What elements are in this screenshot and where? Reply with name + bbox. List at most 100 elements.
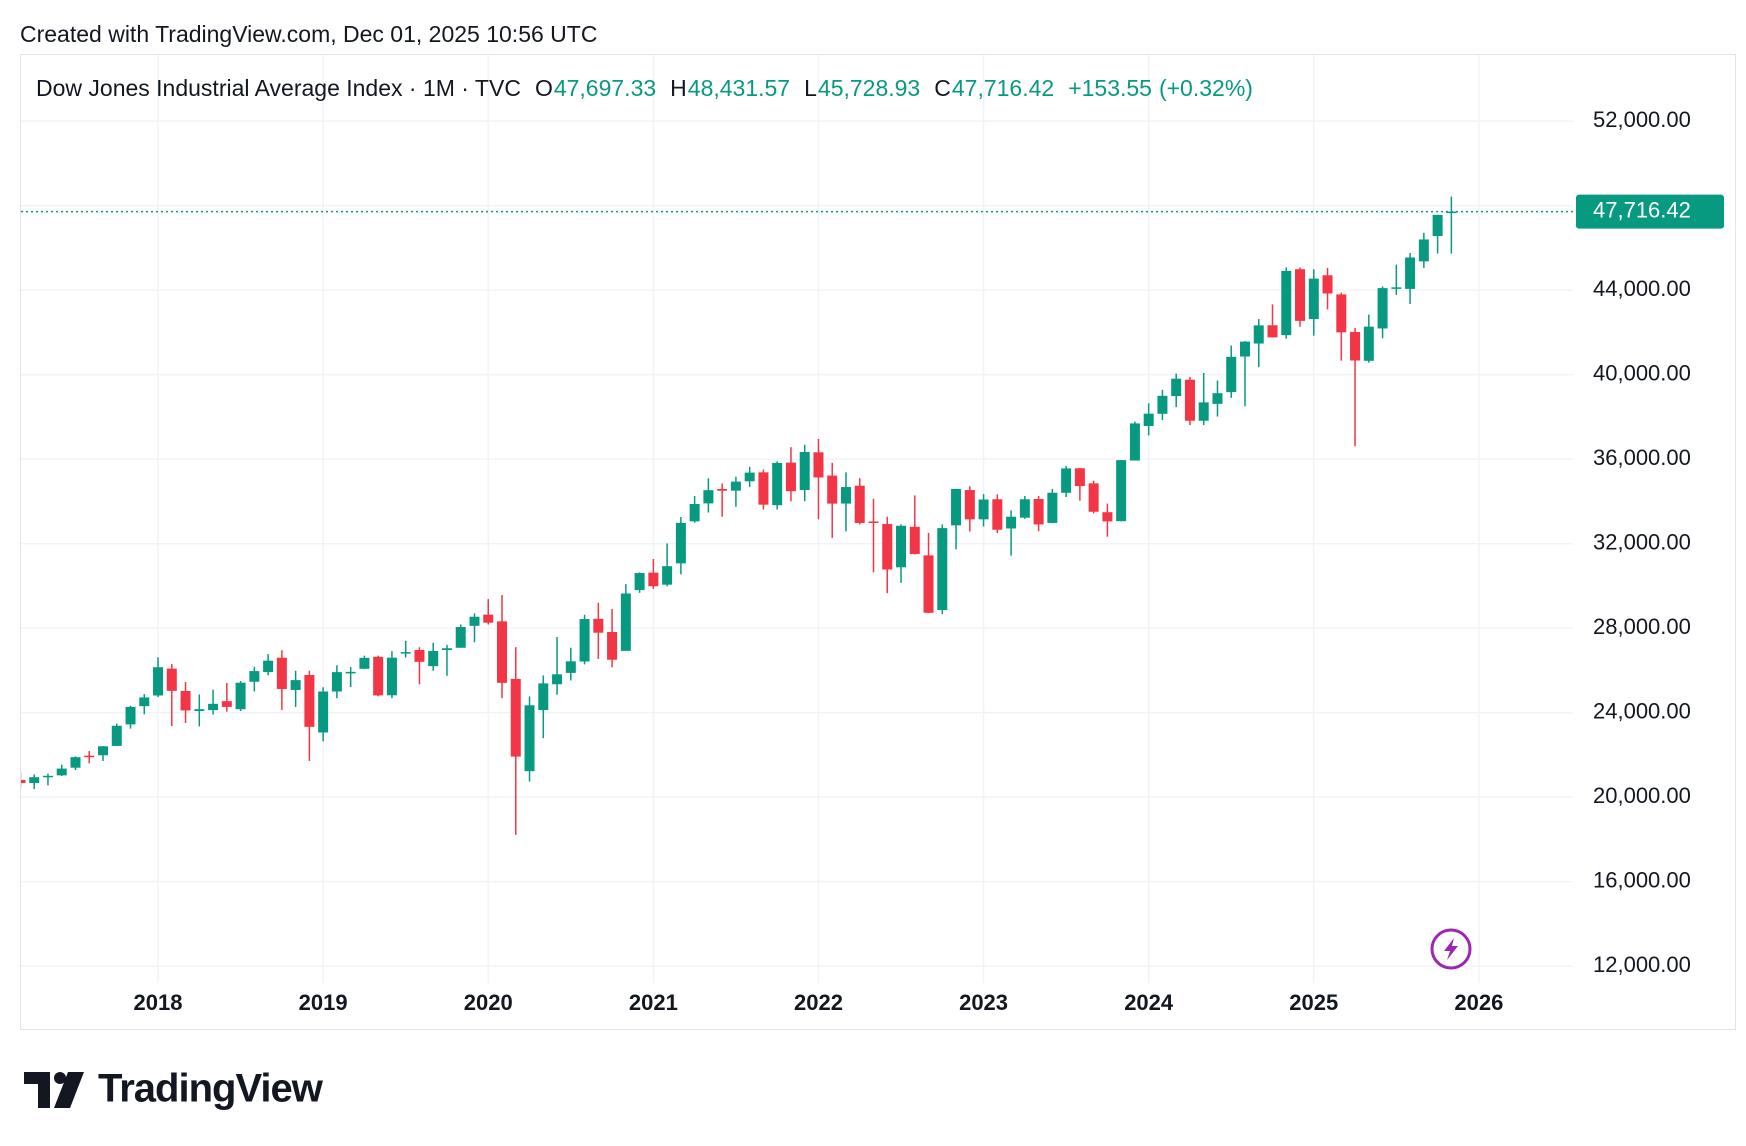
- ohlc-value: 48,431.57: [688, 75, 790, 101]
- candle-body: [1171, 378, 1182, 397]
- candle-body: [318, 691, 329, 733]
- candles: [21, 196, 1457, 835]
- candle-body: [249, 671, 260, 682]
- candle-body: [1281, 270, 1292, 336]
- y-tick-label: 36,000.00: [1593, 445, 1691, 470]
- candle-body: [909, 526, 920, 554]
- candle-body: [345, 671, 356, 674]
- candle-body: [1253, 325, 1264, 344]
- candle-body: [1088, 483, 1099, 512]
- candle-body: [139, 697, 150, 707]
- y-tick-label: 40,000.00: [1593, 360, 1691, 385]
- candle-body: [469, 616, 480, 626]
- y-tick-label: 24,000.00: [1593, 698, 1691, 723]
- x-tick-label: 2023: [959, 990, 1008, 1015]
- candle-body: [730, 481, 741, 491]
- candle-body: [593, 618, 604, 633]
- candle-body: [634, 573, 645, 591]
- candle-body: [758, 472, 769, 505]
- candle-body: [42, 775, 53, 778]
- candle-body: [1322, 275, 1333, 294]
- candle-body: [744, 472, 755, 482]
- candle-body: [153, 667, 164, 696]
- candle-body: [56, 768, 67, 776]
- candle-body: [840, 487, 851, 504]
- candle-body: [400, 652, 411, 654]
- candle-body: [1336, 294, 1347, 333]
- y-tick-label: 32,000.00: [1593, 529, 1691, 554]
- candle-body: [111, 725, 122, 746]
- candle-body: [208, 703, 219, 711]
- candle-body: [428, 650, 439, 667]
- candle-body: [290, 680, 301, 690]
- candle-body: [455, 627, 466, 648]
- candle-body: [441, 648, 452, 651]
- candle-body: [1019, 499, 1030, 518]
- candle-body: [276, 657, 287, 690]
- brand-logo: [24, 1072, 84, 1108]
- created-note: Created with TradingView.com, Dec 01, 20…: [20, 21, 597, 47]
- candle-body: [1143, 413, 1154, 427]
- candle-body: [785, 462, 796, 492]
- candle-body: [1432, 214, 1443, 236]
- candle-body: [414, 650, 425, 662]
- candle-body: [662, 566, 673, 585]
- candle-body: [896, 525, 907, 568]
- candle-body: [510, 678, 521, 757]
- candle-body: [1157, 395, 1168, 414]
- x-tick-label: 2019: [299, 990, 348, 1015]
- y-tick-label: 44,000.00: [1593, 276, 1691, 301]
- candle-body: [799, 451, 810, 491]
- x-tick-label: 2018: [134, 990, 183, 1015]
- candle-body: [992, 499, 1003, 530]
- candle-body: [1074, 468, 1085, 487]
- candle-body: [1102, 512, 1113, 522]
- chart-frame: [20, 54, 1736, 1030]
- last-price-label: 47,716.42: [1593, 197, 1691, 222]
- candle-body: [1350, 331, 1361, 361]
- candle-body: [1308, 278, 1319, 319]
- x-tick-label: 2022: [794, 990, 843, 1015]
- candle-body: [552, 674, 563, 685]
- grid: [21, 55, 1573, 983]
- candle-body: [937, 528, 948, 611]
- candle-body: [1363, 326, 1374, 361]
- candle-body: [263, 660, 274, 673]
- candle-body: [70, 757, 81, 768]
- candle-body: [1391, 287, 1402, 289]
- candle-body: [524, 705, 535, 772]
- candle-body: [1116, 460, 1127, 522]
- y-tick-label: 16,000.00: [1593, 867, 1691, 892]
- ohlc-key: O: [535, 75, 553, 101]
- x-tick-label: 2024: [1124, 990, 1174, 1015]
- candle-body: [194, 709, 205, 711]
- candle-body: [978, 499, 989, 520]
- candle-body: [1047, 492, 1058, 523]
- candle-body: [675, 522, 686, 564]
- candle-body: [180, 690, 191, 711]
- ohlc-key: L: [804, 75, 817, 101]
- candle-body: [221, 701, 232, 707]
- ohlc-value: 45,728.93: [818, 75, 920, 101]
- x-tick-label: 2020: [464, 990, 513, 1015]
- candle-body: [648, 572, 659, 587]
- y-tick-label: 20,000.00: [1593, 783, 1691, 808]
- candle-body: [497, 621, 508, 683]
- last-price-tag: [1576, 194, 1724, 229]
- y-tick-label: 52,000.00: [1593, 107, 1691, 132]
- candle-body: [304, 675, 315, 727]
- candle-body: [703, 490, 714, 504]
- candle-body: [331, 672, 342, 692]
- candle-body: [923, 555, 934, 613]
- candle-body: [951, 488, 962, 526]
- ohlc-key: C: [934, 75, 951, 101]
- candle-body: [483, 614, 494, 623]
- candle-body: [579, 619, 590, 662]
- candle-body: [1006, 516, 1017, 529]
- candle-body: [565, 661, 576, 673]
- x-tick-label: 2025: [1289, 990, 1338, 1015]
- candle-body: [964, 490, 975, 520]
- brand-name: TradingView: [98, 1067, 324, 1111]
